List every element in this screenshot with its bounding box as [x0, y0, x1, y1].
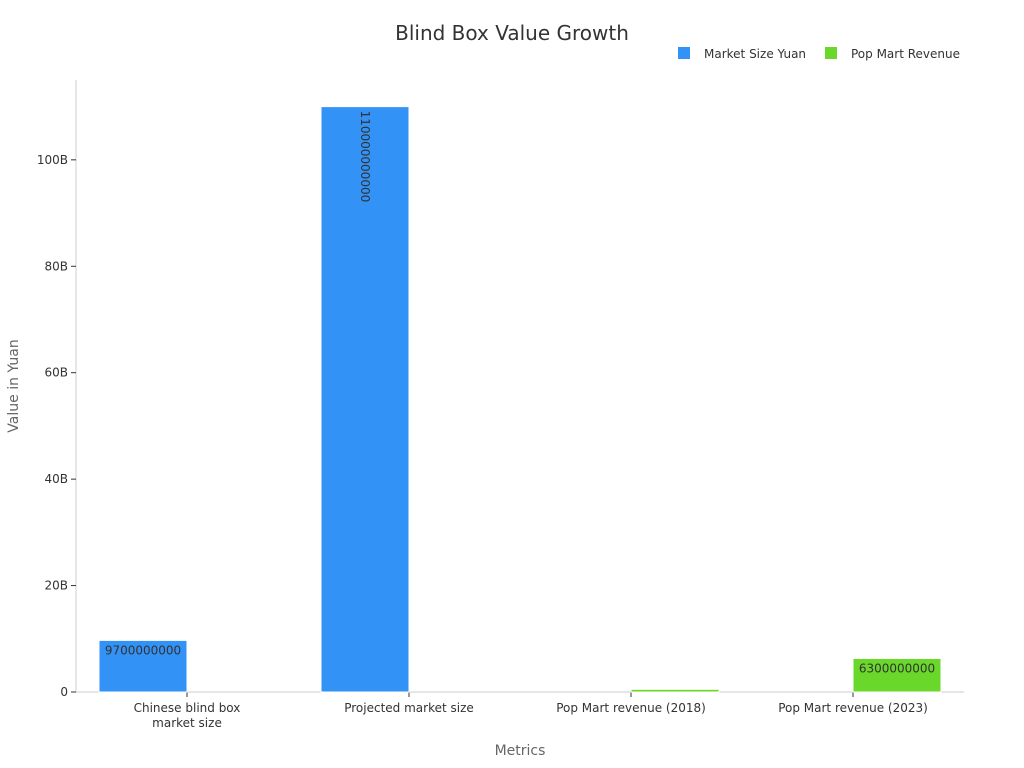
- data-label: 9700000000: [105, 643, 181, 657]
- x-tick-label-line: Pop Mart revenue (2018): [556, 701, 706, 715]
- legend-swatch-market-size[interactable]: [678, 47, 690, 59]
- bar-pop-mart-3[interactable]: [852, 657, 942, 693]
- x-tick-label: Pop Mart revenue (2018): [556, 701, 706, 715]
- data-label: 110000000000: [358, 111, 372, 203]
- bars: [98, 106, 942, 693]
- y-tick-label: 20B: [44, 579, 68, 593]
- y-tick-label: 80B: [44, 259, 68, 273]
- y-tick-label: 100B: [37, 153, 68, 167]
- data-labels: 9700000000 110000000000 6300000000: [105, 111, 935, 676]
- x-tick-label: Chinese blind box market size: [134, 701, 241, 730]
- x-axis: Chinese blind box market size Projected ma…: [76, 691, 964, 730]
- bar-pop-mart-2[interactable]: [630, 688, 720, 693]
- y-axis-title: Value in Yuan: [6, 339, 22, 432]
- x-tick-label-line: Chinese blind box: [134, 701, 241, 715]
- legend-label-pop-mart[interactable]: Pop Mart Revenue: [851, 47, 960, 61]
- legend: Market Size Yuan Pop Mart Revenue: [678, 47, 960, 61]
- data-label: 6300000000: [859, 661, 935, 675]
- x-tick-label: Projected market size: [344, 701, 474, 715]
- bar-market-size-1[interactable]: [320, 106, 410, 693]
- x-axis-title: Metrics: [495, 743, 546, 759]
- bar-market-size-0[interactable]: [98, 639, 188, 693]
- x-tick-label: Pop Mart revenue (2023): [778, 701, 928, 715]
- y-tick-label: 40B: [44, 472, 68, 486]
- y-axis: 0 20B 40B 60B 80B 100B: [37, 80, 77, 699]
- x-tick-label-line: Pop Mart revenue (2023): [778, 701, 928, 715]
- x-tick-label-line: market size: [152, 716, 222, 730]
- x-tick-label-line: Projected market size: [344, 701, 474, 715]
- y-tick-label: 0: [60, 685, 68, 699]
- legend-swatch-pop-mart[interactable]: [825, 47, 837, 59]
- chart-title: Blind Box Value Growth: [395, 21, 629, 45]
- legend-label-market-size[interactable]: Market Size Yuan: [704, 47, 806, 61]
- y-tick-label: 60B: [44, 366, 68, 380]
